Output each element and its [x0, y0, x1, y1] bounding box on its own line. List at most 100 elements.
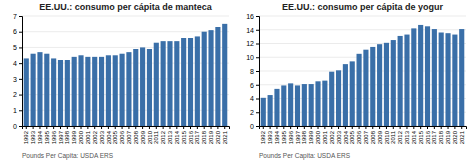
- tick-mark: [359, 126, 360, 129]
- tick-label: 2004: [105, 130, 111, 144]
- tick-label: 1: [13, 107, 17, 114]
- tick-mark: [393, 126, 394, 129]
- tick-label: 2004: [342, 130, 348, 144]
- tick-mark: [256, 85, 259, 86]
- bar: [288, 83, 293, 126]
- tick: 2020: [215, 126, 221, 144]
- tick-label: 2007: [363, 130, 369, 144]
- tick-mark: [211, 126, 212, 129]
- bar: [24, 58, 29, 126]
- bar: [404, 35, 409, 126]
- bar: [315, 81, 320, 126]
- tick-label: 0: [250, 123, 254, 130]
- bar: [261, 98, 266, 126]
- tick-label: 3: [13, 76, 17, 83]
- tick-label: 2005: [349, 130, 355, 144]
- tick-label: 2003: [99, 130, 105, 144]
- tick: 2018: [201, 126, 207, 144]
- tick-mark: [324, 126, 325, 129]
- bar: [99, 57, 104, 126]
- tick-mark: [283, 126, 284, 129]
- bar: [350, 61, 355, 126]
- tick-mark: [19, 63, 22, 64]
- tick: 2010: [147, 126, 153, 144]
- tick: 2003: [99, 126, 105, 144]
- bar: [85, 57, 90, 126]
- bar: [188, 38, 193, 126]
- tick: 2016: [188, 126, 194, 144]
- tick-mark: [270, 126, 271, 129]
- bar: [281, 85, 286, 126]
- tick: 2017: [431, 126, 437, 144]
- tick-label: 2007: [126, 130, 132, 144]
- tick-label: 2010: [147, 130, 153, 144]
- tick: 12: [246, 40, 259, 47]
- tick: 2009: [140, 126, 146, 144]
- bar: [167, 41, 172, 126]
- bar: [154, 43, 159, 126]
- tick-mark: [60, 126, 61, 129]
- bar: [113, 55, 118, 126]
- tick: 0: [13, 123, 22, 130]
- tick-label: 1992: [260, 130, 266, 144]
- bar: [195, 36, 200, 126]
- tick-mark: [46, 126, 47, 129]
- tick: 2019: [445, 126, 451, 144]
- tick-label: 2018: [201, 130, 207, 144]
- tick-label: 1998: [64, 130, 70, 144]
- bar: [370, 47, 375, 126]
- tick: 1994: [37, 126, 43, 144]
- tick-label: 2002: [329, 130, 335, 144]
- tick-label: 1996: [288, 130, 294, 144]
- tick: 2015: [181, 126, 187, 144]
- grid-line: [22, 31, 229, 32]
- tick-mark: [448, 126, 449, 129]
- axis-line: [256, 17, 260, 127]
- bar: [44, 54, 49, 126]
- bar: [78, 55, 83, 126]
- tick-mark: [19, 16, 22, 17]
- tick-label: 2020: [452, 130, 458, 144]
- tick-mark: [441, 126, 442, 129]
- tick-mark: [256, 57, 259, 58]
- tick: 4: [13, 60, 22, 67]
- tick-mark: [256, 126, 259, 127]
- title: EE.UU.: consumo per cápita de manteca: [39, 2, 213, 12]
- tick-label: 2021: [222, 130, 228, 144]
- tick-label: 1999: [308, 130, 314, 144]
- tick: 2000: [78, 126, 84, 144]
- tick-label: 1997: [58, 130, 64, 144]
- tick-mark: [204, 126, 205, 129]
- tick-mark: [19, 32, 22, 33]
- tick-mark: [176, 126, 177, 129]
- bar: [120, 54, 125, 126]
- tick-label: 2: [13, 91, 17, 98]
- tick: 2013: [404, 126, 410, 144]
- bar: [295, 85, 300, 126]
- tick: 2: [13, 91, 22, 98]
- tick: 10: [246, 54, 259, 61]
- tick-mark: [352, 126, 353, 129]
- tick: 2020: [452, 126, 458, 144]
- tick: 2017: [194, 126, 200, 144]
- tick-mark: [217, 126, 218, 129]
- tick: 7: [13, 13, 22, 20]
- tick: 0: [250, 123, 259, 130]
- tick: 2008: [370, 126, 376, 144]
- tick-label: 16: [246, 13, 254, 20]
- tick-mark: [427, 126, 428, 129]
- tick-mark: [163, 126, 164, 129]
- tick-label: 6: [250, 81, 254, 88]
- y-axis: 0246810121416: [246, 13, 259, 130]
- tick-mark: [115, 126, 116, 129]
- bar: [384, 43, 389, 126]
- tick: 2006: [119, 126, 125, 144]
- bar: [309, 84, 314, 126]
- tick: 1993: [267, 126, 273, 144]
- tick: 1992: [260, 126, 266, 144]
- tick-label: 2005: [112, 130, 118, 144]
- bar: [92, 57, 97, 126]
- tick-label: 2013: [167, 130, 173, 144]
- bar: [37, 52, 42, 126]
- tick: 2001: [322, 126, 328, 144]
